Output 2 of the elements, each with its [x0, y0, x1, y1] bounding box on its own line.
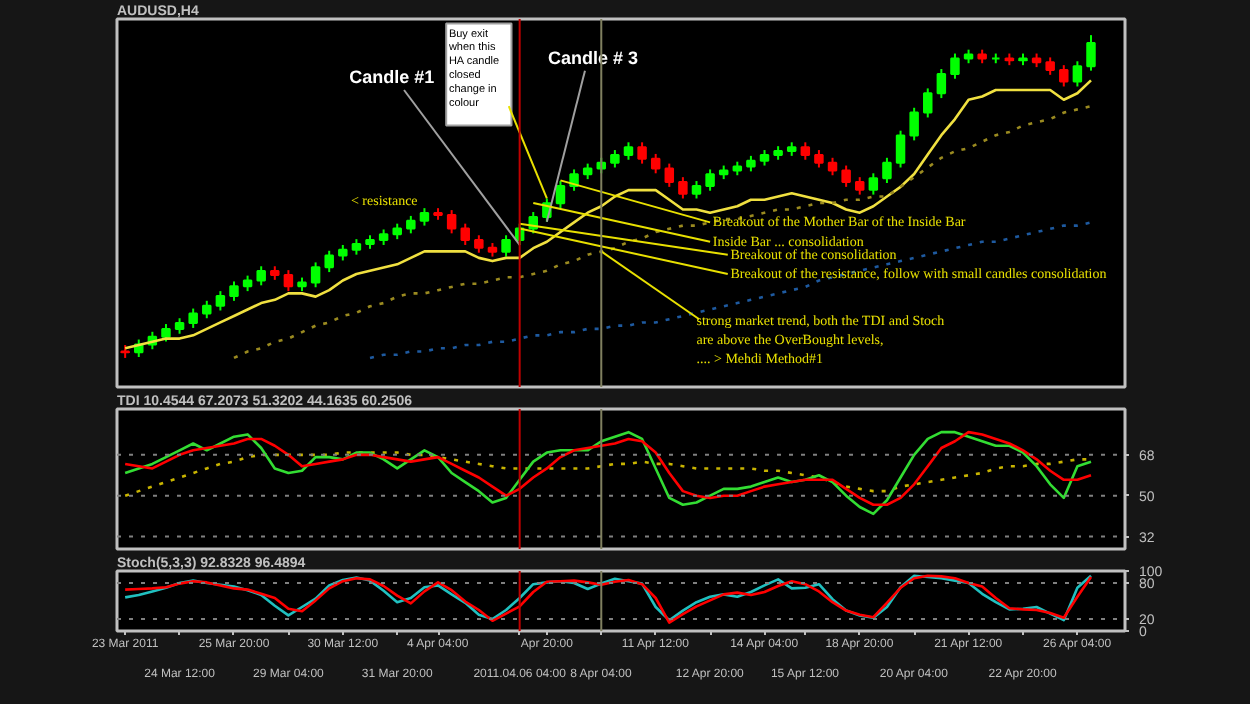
annotation: Candle # 3	[548, 47, 639, 68]
annotation: Candle #1	[349, 67, 435, 88]
